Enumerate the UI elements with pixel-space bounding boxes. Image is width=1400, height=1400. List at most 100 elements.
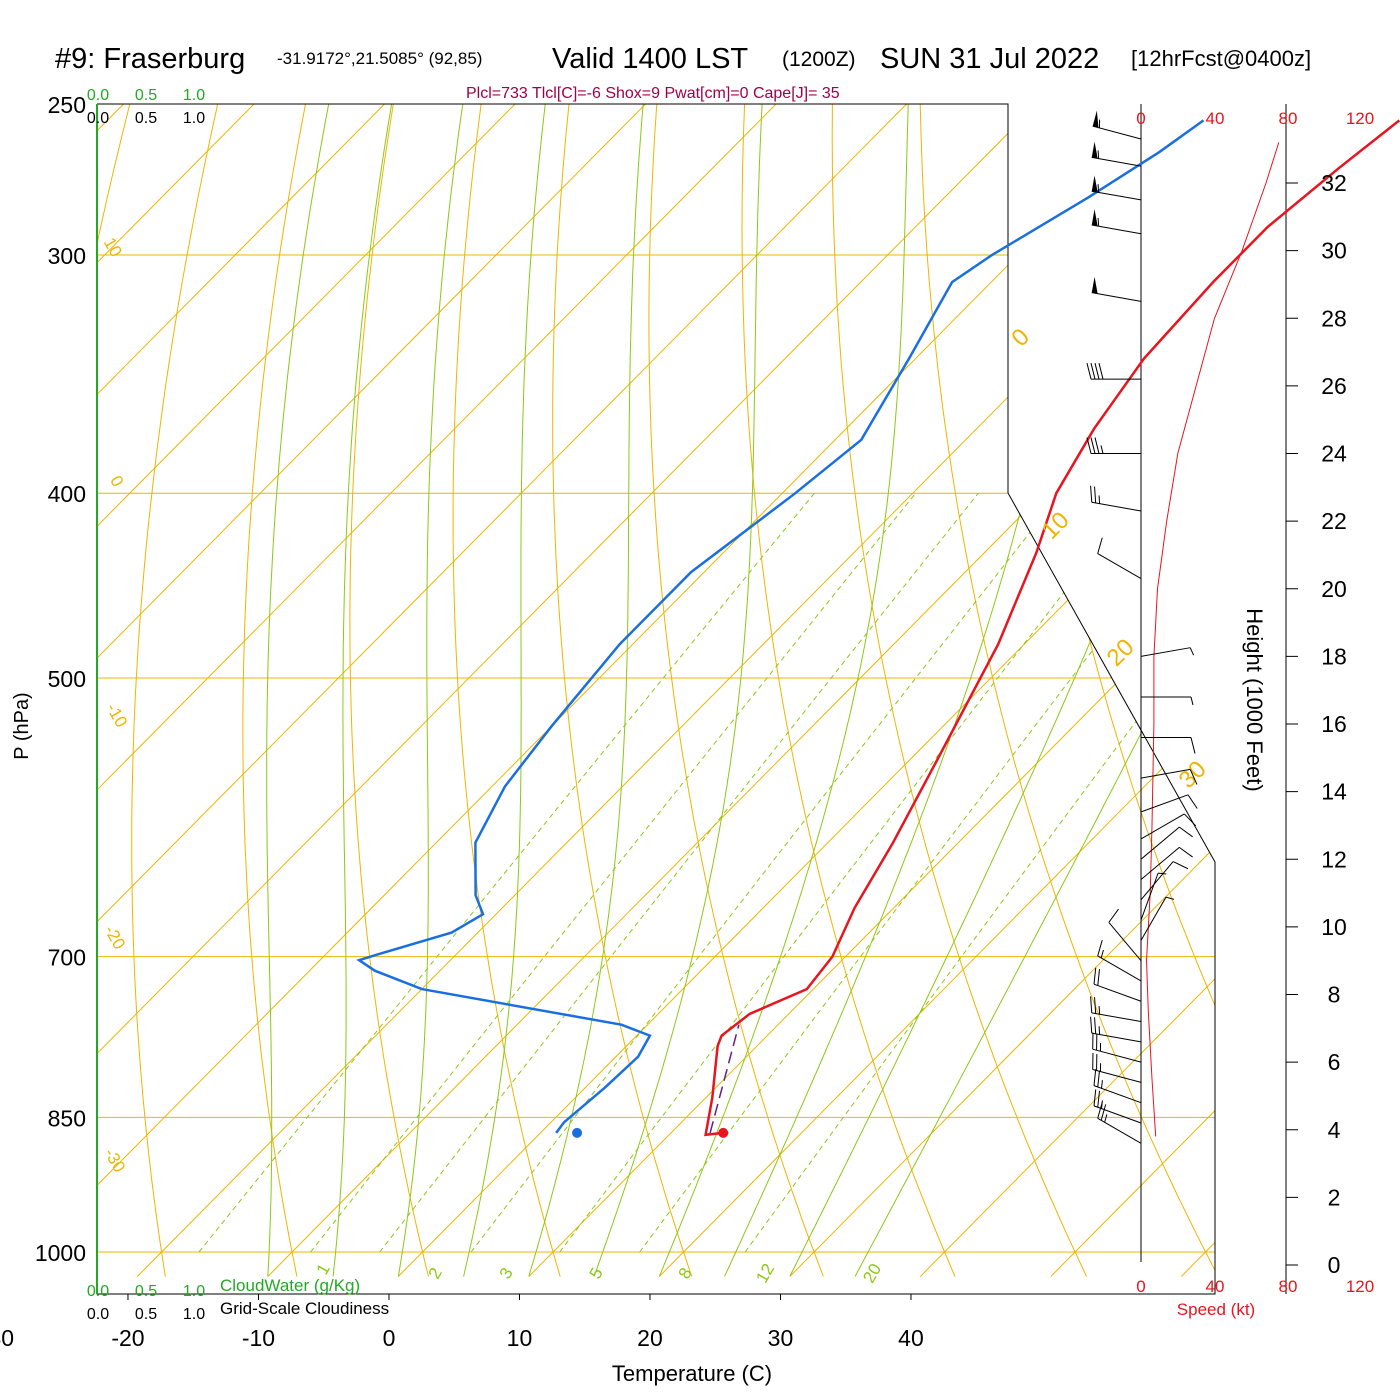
wind-barb-staff [1091,292,1142,302]
dry-adiabat [648,104,824,1277]
wind-barb-full [1090,362,1096,380]
mixing-ratio-label: 8 [675,1264,696,1282]
wind-barb-staff [1097,955,1142,982]
dry-adiabat-label: -10 [102,700,131,731]
wind-barb [1092,110,1142,140]
wind-barb-half [1189,647,1195,656]
wind-barb-half [1097,217,1100,227]
isotherm-label: 0 [1006,323,1035,352]
wind-barb [1086,362,1141,380]
height-tick-label: 22 [1321,508,1347,534]
wind-barb-staff [1092,1068,1142,1083]
height-tick-label: 10 [1321,914,1347,940]
wind-barb-staff [1093,1085,1142,1104]
wind-barb-full [1189,769,1198,785]
cloud-scale-label: 0.5 [135,110,157,127]
moist-adiabat [266,104,330,1277]
height-tick-label: 24 [1321,441,1347,467]
mixing-ratio-line [639,492,1214,1253]
dry-adiabat [349,104,429,1277]
cloud-scale-label: 0.5 [135,87,157,104]
height-tick-label: 2 [1328,1184,1341,1210]
wind-barb [1097,939,1142,982]
dry-adiabat [741,104,956,1277]
pressure-tick-label: 400 [48,481,86,507]
dry-adiabat [1359,104,1400,1277]
wind-barb [1140,826,1193,860]
wind-barb-full [1097,1090,1100,1108]
height-tick-label: 20 [1321,576,1347,602]
temperature-tick-label: -20 [111,1325,144,1351]
wind-barb-full [1187,794,1198,809]
wind-barb [1092,1052,1142,1083]
height-tick-label: 32 [1321,170,1347,196]
speed-axis-title: Speed (kt) [1177,1300,1255,1319]
wind-barb-full [1090,485,1093,503]
wind-barb [1090,996,1142,1023]
mixing-ratio-label: 3 [496,1264,517,1282]
wind-barb-full [1086,362,1092,380]
wind-barb-half [1097,150,1100,159]
mixing-ratio-label: 12 [752,1260,778,1286]
isotherm [97,104,907,1277]
wind-barb-full [1097,969,1100,986]
plot-border [96,103,1216,1295]
wind-barb-full [1172,861,1189,870]
wind-barb-flag [1091,209,1098,227]
wind-barb-staff [1097,1117,1142,1144]
wind-barb-half [1097,184,1100,193]
cloud-scale-label: 0.0 [87,1283,109,1300]
wind-barb-half [1101,1100,1103,1109]
pressure-tick-label: 700 [48,945,86,971]
isotherm [97,104,1168,1277]
height-tick-label: 16 [1321,711,1347,737]
isotherm [789,104,1215,1277]
wind-barb [1097,537,1142,580]
height-axis-title: Height (1000 Feet) [1242,608,1267,791]
mixing-ratio-line [559,492,1142,1253]
wind-barb-full [1097,1070,1100,1088]
wind-barb [1093,1089,1142,1124]
isotherm [97,104,255,1277]
wind-barb-full [1090,996,1093,1013]
wind-barb-staff [1140,826,1180,860]
moist-adiabat [593,104,763,1277]
speed-tick-label: 40 [1206,109,1225,128]
parcel-line [709,1024,740,1134]
cloud-scale-label: 1.0 [183,110,205,127]
wind-barb-full [1179,846,1193,858]
wind-barb [1093,1069,1142,1104]
wind-barb-staff [1092,125,1142,140]
wind-barb-staff [1091,156,1142,167]
speed-tick-label: 0 [1136,109,1145,128]
wind-barb-staff [1092,1048,1142,1063]
speed-tick-label: 80 [1279,109,1298,128]
height-tick-label: 8 [1328,982,1341,1008]
moist-adiabat [463,104,546,1277]
wind-barb-full [1090,1016,1093,1034]
height-tick-label: 18 [1321,643,1347,669]
cloud-scale-label: 0.5 [135,1283,157,1300]
isotherm [267,104,1215,1277]
mixing-ratio-line [744,492,1215,1253]
isotherm [97,104,646,1277]
isotherm [97,104,1038,1277]
dry-adiabat [1007,104,1215,1277]
wind-barb-flag [1091,276,1098,294]
wind-barb-flag [1092,110,1099,128]
axes: 0102030100-10-20-30123581220250300400500… [0,87,1374,1351]
wind-barb-staff [1140,847,1180,880]
mixing-ratio-line [470,492,1062,1253]
pressure-tick-label: 850 [48,1105,86,1131]
temperature-tick-label: 20 [637,1325,663,1351]
cloudiness-label: Grid-Scale Cloudiness [220,1299,389,1318]
dry-adiabat [0,104,42,1277]
speed-tick-label: 120 [1346,1277,1374,1296]
wind-barb-staff [1140,794,1189,813]
wind-barb-half [1100,949,1104,959]
wind-barb-staff [1140,861,1174,901]
wind-barb-full [1093,967,1097,985]
wind-barb-full [1094,997,1097,1014]
wind-barb-staff [1140,813,1185,840]
